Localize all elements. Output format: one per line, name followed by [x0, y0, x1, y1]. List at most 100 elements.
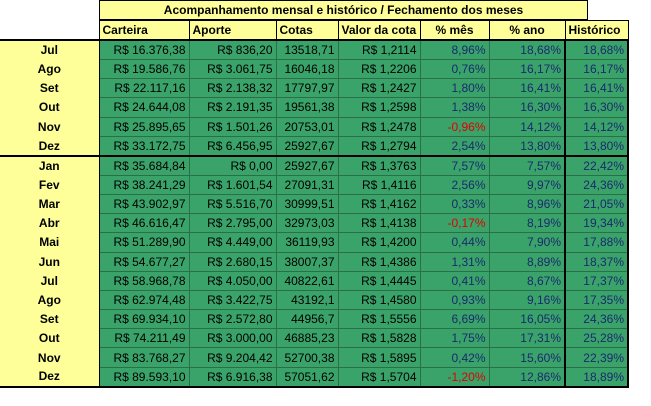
cell-historico[interactable]: 16,30%	[564, 97, 629, 118]
cell-pct-mes[interactable]: 7,57%	[420, 154, 490, 176]
month-label[interactable]: Jul	[0, 271, 100, 291]
cell-historico[interactable]: 17,35%	[564, 290, 629, 311]
cell-historico[interactable]: 13,80%	[564, 136, 629, 157]
cell-cotas[interactable]: 32973,03	[276, 213, 339, 234]
cell-aporte[interactable]: R$ 9.204,42	[189, 347, 277, 368]
cell-aporte[interactable]: R$ 3.422,75	[189, 290, 277, 311]
cell-aporte[interactable]: R$ 6.916,38	[189, 367, 277, 388]
cell-historico[interactable]: 17,37%	[564, 271, 629, 291]
cell-pct-ano[interactable]: 8,67%	[489, 271, 566, 291]
cell-valor-cota[interactable]: R$ 1,2598	[338, 97, 421, 118]
cell-valor-cota[interactable]: R$ 1,4162	[338, 194, 421, 215]
cell-cotas[interactable]: 17797,97	[276, 78, 339, 99]
cell-pct-ano[interactable]: 8,89%	[489, 252, 566, 272]
cell-pct-ano[interactable]: 9,97%	[489, 175, 566, 195]
cell-valor-cota[interactable]: R$ 1,4386	[338, 252, 421, 272]
month-label[interactable]: Out	[0, 328, 100, 348]
cell-historico[interactable]: 19,34%	[564, 213, 629, 234]
cell-carteira[interactable]: R$ 46.616,47	[99, 213, 190, 234]
header-pct-ano[interactable]: % ano	[488, 20, 566, 41]
cell-valor-cota[interactable]: R$ 1,4445	[338, 271, 421, 291]
cell-pct-mes[interactable]: 0,44%	[420, 232, 490, 253]
header-cotas[interactable]: Cotas	[275, 20, 339, 41]
cell-historico[interactable]: 14,12%	[564, 117, 629, 137]
month-label[interactable]: Abr	[0, 213, 100, 233]
cell-aporte[interactable]: R$ 2.795,00	[189, 213, 277, 234]
cell-pct-ano[interactable]: 9,16%	[489, 290, 566, 311]
cell-valor-cota[interactable]: R$ 1,4200	[338, 232, 421, 253]
month-label[interactable]: Jul	[0, 39, 100, 60]
cell-pct-ano[interactable]: 16,30%	[489, 97, 566, 118]
cell-carteira[interactable]: R$ 22.117,16	[99, 78, 190, 99]
cell-carteira[interactable]: R$ 25.895,65	[99, 117, 190, 137]
cell-valor-cota[interactable]: R$ 1,5556	[338, 309, 421, 330]
cell-aporte[interactable]: R$ 0,00	[189, 154, 277, 176]
month-label[interactable]: Set	[0, 309, 100, 329]
month-label[interactable]: Nov	[0, 117, 100, 137]
cell-carteira[interactable]: R$ 51.289,90	[99, 232, 190, 253]
cell-carteira[interactable]: R$ 43.902,97	[99, 194, 190, 215]
cell-valor-cota[interactable]: R$ 1,2794	[338, 136, 421, 157]
cell-carteira[interactable]: R$ 38.241,29	[99, 175, 190, 195]
cell-pct-mes[interactable]: 0,33%	[420, 194, 490, 215]
cell-valor-cota[interactable]: R$ 1,2206	[338, 59, 421, 80]
cell-pct-ano[interactable]: 7,90%	[489, 232, 566, 253]
month-label[interactable]: Nov	[0, 347, 100, 368]
cell-cotas[interactable]: 43192,1	[276, 290, 339, 311]
header-aporte[interactable]: Aporte	[188, 20, 277, 41]
cell-valor-cota[interactable]: R$ 1,4116	[338, 175, 421, 195]
cell-cotas[interactable]: 52700,38	[276, 347, 339, 368]
cell-carteira[interactable]: R$ 69.934,10	[99, 309, 190, 330]
cell-cotas[interactable]: 27091,31	[276, 175, 339, 195]
cell-pct-ano[interactable]: 15,60%	[489, 347, 566, 368]
cell-historico[interactable]: 24,36%	[564, 309, 629, 330]
cell-valor-cota[interactable]: R$ 1,3763	[338, 154, 421, 176]
cell-pct-mes[interactable]: 2,54%	[420, 136, 490, 157]
cell-historico[interactable]: 24,36%	[564, 175, 629, 195]
cell-valor-cota[interactable]: R$ 1,5828	[338, 328, 421, 349]
month-label[interactable]: Ago	[0, 59, 100, 79]
cell-valor-cota[interactable]: R$ 1,2478	[338, 117, 421, 137]
cell-historico[interactable]: 22,42%	[564, 154, 629, 176]
header-valor-cota[interactable]: Valor da cota	[337, 20, 421, 41]
cell-carteira[interactable]: R$ 54.677,27	[99, 252, 190, 272]
cell-pct-ano[interactable]: 16,17%	[489, 59, 566, 80]
cell-valor-cota[interactable]: R$ 1,2427	[338, 78, 421, 99]
cell-cotas[interactable]: 16046,18	[276, 59, 339, 80]
month-label[interactable]: Jan	[0, 154, 100, 176]
cell-pct-ano[interactable]: 12,86%	[489, 367, 566, 388]
cell-aporte[interactable]: R$ 4.449,00	[189, 232, 277, 253]
cell-carteira[interactable]: R$ 16.376,38	[99, 39, 190, 60]
cell-pct-mes[interactable]: 1,31%	[420, 252, 490, 272]
header-historico[interactable]: Histórico	[564, 20, 629, 41]
cell-carteira[interactable]: R$ 24.644,08	[99, 97, 190, 118]
cell-cotas[interactable]: 30999,51	[276, 194, 339, 215]
cell-pct-mes[interactable]: -1,20%	[420, 367, 490, 388]
cell-aporte[interactable]: R$ 1.501,26	[189, 117, 277, 137]
cell-valor-cota[interactable]: R$ 1,4580	[338, 290, 421, 311]
cell-historico[interactable]: 18,89%	[564, 367, 629, 388]
cell-pct-mes[interactable]: 6,69%	[420, 309, 490, 330]
month-label[interactable]: Dez	[0, 136, 100, 156]
table-title[interactable]: Acompanhamento mensal e histórico / Fech…	[99, 0, 588, 20]
cell-pct-ano[interactable]: 8,19%	[489, 213, 566, 234]
cell-cotas[interactable]: 57051,62	[276, 367, 339, 388]
cell-cotas[interactable]: 40822,61	[276, 271, 339, 291]
cell-aporte[interactable]: R$ 3.061,75	[189, 59, 277, 80]
cell-pct-mes[interactable]: 0,93%	[420, 290, 490, 311]
cell-cotas[interactable]: 44956,7	[276, 309, 339, 330]
cell-historico[interactable]: 22,39%	[564, 347, 629, 368]
cell-aporte[interactable]: R$ 836,20	[189, 39, 277, 60]
cell-pct-ano[interactable]: 14,12%	[489, 117, 566, 137]
cell-cotas[interactable]: 25927,67	[276, 154, 339, 176]
cell-cotas[interactable]: 20753,01	[276, 117, 339, 137]
cell-pct-ano[interactable]: 7,57%	[489, 154, 566, 176]
cell-pct-ano[interactable]: 13,80%	[489, 136, 566, 157]
cell-pct-mes[interactable]: 1,75%	[420, 328, 490, 349]
cell-historico[interactable]: 17,88%	[564, 232, 629, 253]
month-label[interactable]: Dez	[0, 367, 100, 388]
cell-aporte[interactable]: R$ 6.456,95	[189, 136, 277, 157]
cell-cotas[interactable]: 46885,23	[276, 328, 339, 349]
cell-carteira[interactable]: R$ 19.586,76	[99, 59, 190, 80]
cell-pct-ano[interactable]: 16,05%	[489, 309, 566, 330]
